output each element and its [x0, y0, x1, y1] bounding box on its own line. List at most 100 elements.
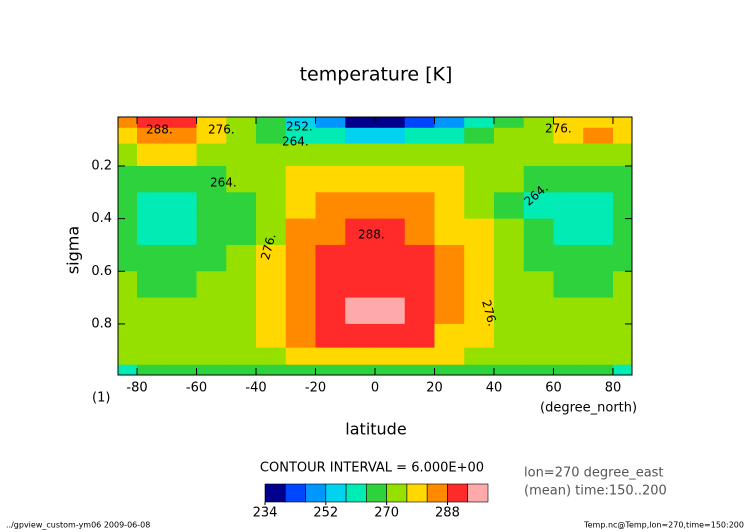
contour-cell: [196, 127, 227, 145]
contour-cell: [464, 347, 495, 366]
contour-cell: [285, 192, 317, 220]
contour-cell: [345, 165, 376, 193]
contour-cell: [196, 165, 227, 193]
contour-cell: [553, 271, 584, 299]
contour-cell: [404, 271, 435, 299]
contour-cell: [345, 218, 376, 246]
contour-cell: [434, 117, 465, 129]
colorbar-box: [345, 483, 367, 503]
contour-cell: [493, 347, 525, 366]
contour-cell: [434, 165, 465, 193]
contour-cell: [166, 347, 198, 366]
contour-interval: CONTOUR INTERVAL = 6.000E+00: [260, 461, 484, 476]
contour-cell: [118, 165, 138, 193]
contour-cell: [226, 347, 257, 366]
contour-cell: [315, 364, 346, 376]
contour-cell: [285, 347, 317, 366]
contour-cell: [256, 347, 287, 366]
contour-cell: [137, 117, 168, 129]
contour-cell: [493, 143, 525, 167]
contour-cell: [612, 297, 633, 325]
contour-cell: [166, 271, 198, 299]
contour-cell: [523, 364, 554, 376]
contour-cell: [345, 192, 376, 220]
y-tick-label: 0.6: [91, 264, 112, 279]
contour-cell: [345, 143, 376, 167]
contour-cell: [375, 323, 406, 349]
contour-cell: [583, 364, 614, 376]
contour-cell: [256, 244, 287, 272]
contour-cell: [315, 297, 346, 325]
x-axis-label: latitude: [345, 420, 406, 439]
contour-cell: [493, 218, 525, 246]
contour-cell: [345, 364, 376, 376]
contour-cell: [137, 364, 168, 376]
contour-cell: [493, 364, 525, 376]
contour-cell: [464, 218, 495, 246]
contour-cell: [404, 218, 435, 246]
contour-cell: [118, 127, 138, 145]
y-tick-label: 0.4: [91, 211, 112, 226]
x-unit: (degree_north): [540, 401, 637, 416]
contour-cell: [118, 271, 138, 299]
contour-cell: [464, 364, 495, 376]
contour-cell: [285, 218, 317, 246]
contour-cell: [285, 244, 317, 272]
contour-cell: [315, 323, 346, 349]
contour-cell: [315, 192, 346, 220]
contour-cell: [523, 323, 554, 349]
x-tick-label: 60: [545, 381, 562, 396]
contour-cell: [226, 323, 257, 349]
contour-label: 288.: [358, 228, 385, 242]
note: lon=270 degree_east: [524, 466, 664, 481]
contour-cell: [285, 143, 317, 167]
contour-cell: [583, 127, 614, 145]
contour-cell: [404, 192, 435, 220]
contour-cell: [464, 244, 495, 272]
contour-cell: [404, 244, 435, 272]
contour-cell: [226, 364, 257, 376]
contour-cell: [196, 117, 227, 129]
contour-cell: [256, 297, 287, 325]
contour-cell: [315, 143, 346, 167]
contour-cell: [583, 218, 614, 246]
contour-cell: [493, 192, 525, 220]
contour-cell: [553, 117, 584, 129]
contour-cell: [315, 218, 346, 246]
contour-cell: [553, 323, 584, 349]
contour-cell: [553, 244, 584, 272]
contour-cell: [523, 117, 554, 129]
contour-cell: [434, 271, 465, 299]
contour-cell: [166, 117, 198, 129]
contour-cell: [583, 192, 614, 220]
contour-label: 276.: [258, 232, 278, 261]
contour-cell: [137, 127, 168, 145]
contour-cell: [375, 244, 406, 272]
contour-cell: [118, 244, 138, 272]
contour-cell: [493, 127, 525, 145]
x-tick-label: 0: [371, 381, 379, 396]
contour-cell: [256, 165, 287, 193]
contour-cell: [375, 143, 406, 167]
contour-cell: [256, 192, 287, 220]
contour-cell: [375, 218, 406, 246]
contour-cell: [434, 127, 465, 145]
contour-cell: [464, 127, 495, 145]
contour-cell: [404, 127, 435, 145]
contour-cell: [118, 323, 138, 349]
contour-cell: [226, 244, 257, 272]
contour-cell: [315, 244, 346, 272]
contour-cell: [434, 244, 465, 272]
contour-cell: [375, 297, 406, 325]
contour-cell: [256, 218, 287, 246]
colorbar-box: [366, 483, 387, 503]
contour-cell: [612, 323, 633, 349]
contour-cell: [434, 143, 465, 167]
contour-cell: [464, 271, 495, 299]
x-tick-label: -80: [126, 381, 147, 396]
contour-cell: [612, 165, 633, 193]
contour-cell: [345, 127, 376, 145]
x-tick-label: 40: [486, 381, 503, 396]
contour-cell: [375, 127, 406, 145]
contour-label: 276.: [545, 122, 572, 136]
